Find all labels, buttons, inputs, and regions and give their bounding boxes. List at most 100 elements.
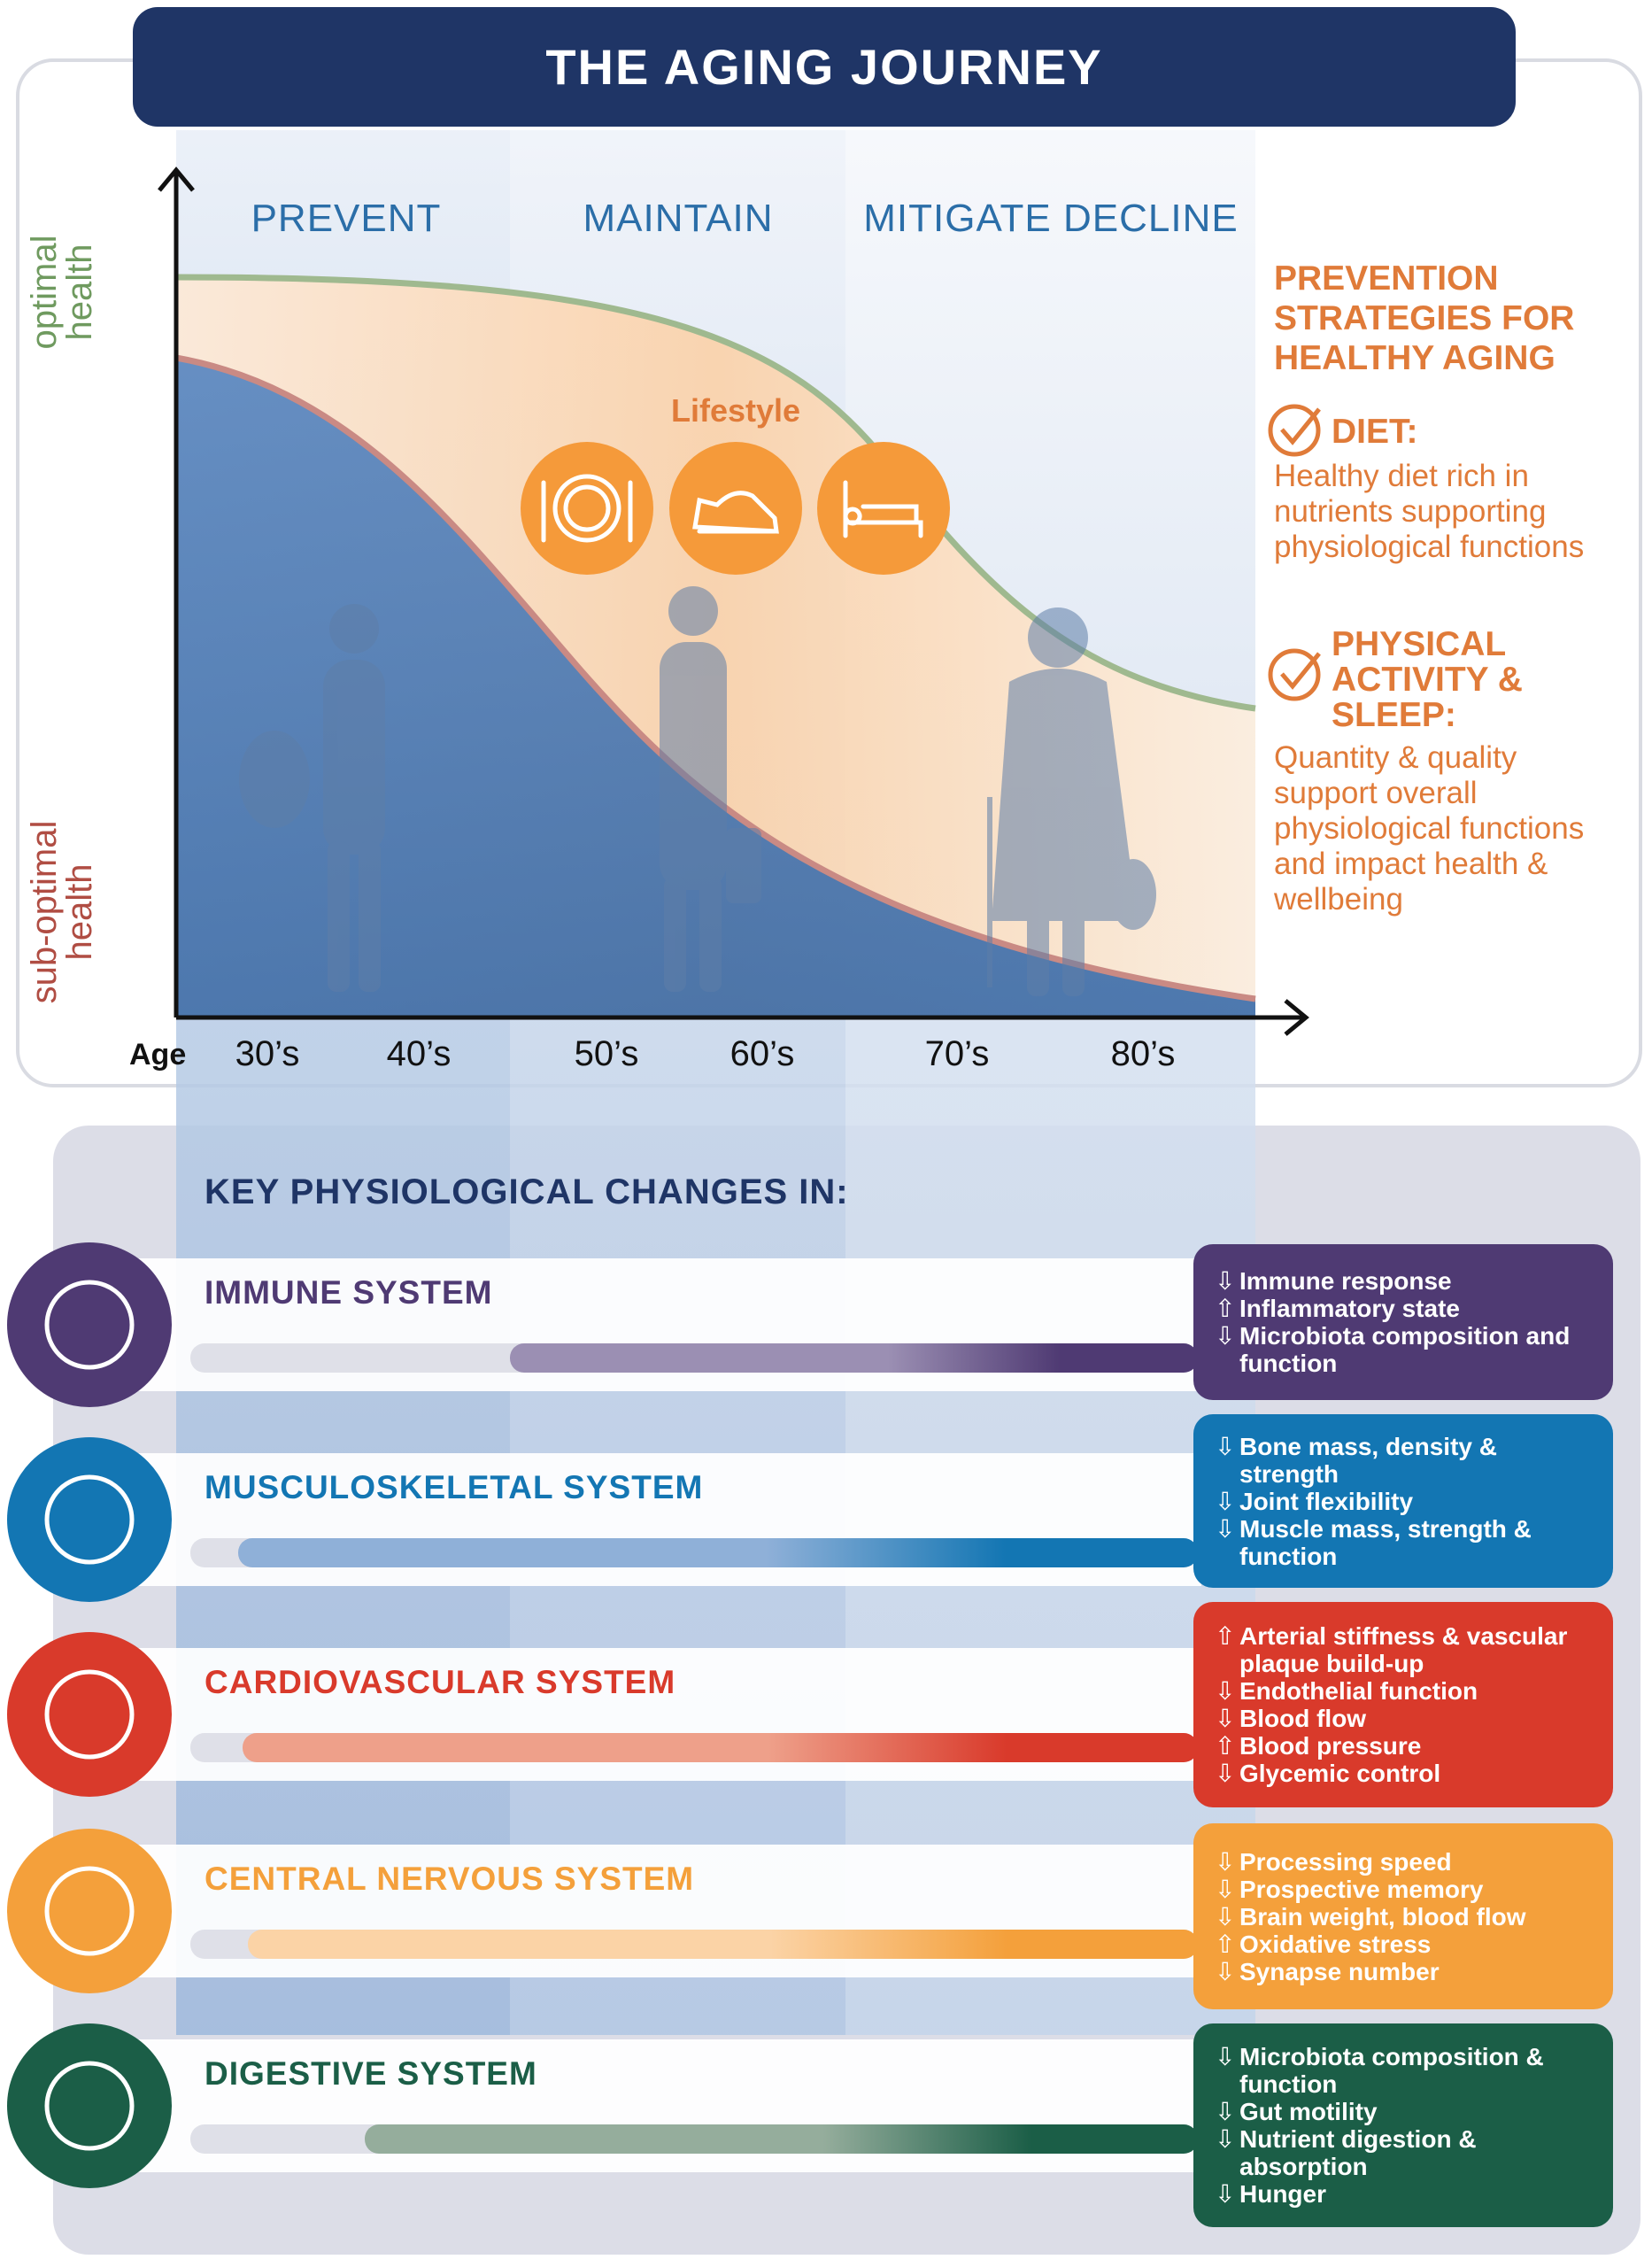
change-item: ⇩ Gut motility bbox=[1215, 2098, 1595, 2125]
system-icon-ring bbox=[44, 2061, 135, 2151]
change-arrow: ⇧ bbox=[1215, 1929, 1236, 1959]
x-tick-label: 80’s bbox=[1110, 1034, 1176, 1073]
system-name: IMMUNE SYSTEM bbox=[205, 1274, 493, 1311]
phase-label: PREVENT bbox=[251, 197, 442, 240]
system-changes: ⇩ Microbiota composition & function ⇩ Gut m… bbox=[1193, 2023, 1613, 2227]
change-text: Processing speed bbox=[1239, 1847, 1452, 1876]
title-bar bbox=[133, 7, 1516, 127]
progress-bar bbox=[510, 1343, 1198, 1373]
change-arrow: ⇩ bbox=[1215, 1846, 1236, 1876]
change-item: ⇧ Arterial stiffness & vascular plaque bu… bbox=[1215, 1622, 1595, 1677]
change-text: Brain weight, blood flow bbox=[1239, 1902, 1526, 1930]
change-text: Nutrient digestion & absorption bbox=[1239, 2125, 1477, 2180]
axes bbox=[158, 166, 1309, 1036]
change-item: ⇩ Endothelial function bbox=[1215, 1677, 1595, 1705]
system-icon bbox=[7, 1632, 172, 1797]
change-text: Muscle mass, strength & function bbox=[1239, 1514, 1532, 1570]
system-icon-ring bbox=[44, 1280, 135, 1370]
suboptimal-curve bbox=[175, 354, 1256, 1002]
change-item: ⇩ Blood flow bbox=[1215, 1705, 1595, 1732]
change-arrow: ⇧ bbox=[1215, 1731, 1236, 1760]
change-text: Joint flexibility bbox=[1239, 1487, 1414, 1515]
change-arrow: ⇩ bbox=[1215, 2042, 1236, 2071]
change-arrow: ⇩ bbox=[1215, 1759, 1236, 1788]
change-text: Arterial stiffness & vascular plaque bui… bbox=[1239, 1622, 1568, 1677]
change-arrow: ⇩ bbox=[1215, 1513, 1236, 1544]
change-arrow: ⇩ bbox=[1215, 1266, 1236, 1296]
x-axis-label: Age bbox=[129, 1038, 187, 1072]
change-item: ⇩ Muscle mass, strength & function bbox=[1215, 1515, 1595, 1570]
system-changes: ⇧ Arterial stiffness & vascular plaque bu… bbox=[1193, 1602, 1613, 1807]
change-text: Hunger bbox=[1239, 2180, 1326, 2208]
change-arrow: ⇩ bbox=[1215, 1874, 1236, 1904]
change-text: Microbiota composition & function bbox=[1239, 2043, 1544, 2098]
system-icon bbox=[7, 1242, 172, 1407]
system-icon-ring bbox=[44, 1866, 135, 1956]
decline-area bbox=[176, 358, 1255, 1017]
change-item: ⇩ Brain weight, blood flow bbox=[1215, 1903, 1595, 1930]
change-item: ⇩ Nutrient digestion & absorption bbox=[1215, 2125, 1595, 2180]
change-item: ⇩ Immune response bbox=[1215, 1267, 1595, 1295]
system-icon-ring bbox=[44, 1669, 135, 1760]
strategies-title: PREVENTION STRATEGIES FOR HEALTHY AGING bbox=[1274, 259, 1575, 377]
change-text: Bone mass, density & strength bbox=[1239, 1432, 1497, 1488]
change-text: Blood flow bbox=[1239, 1705, 1367, 1732]
check-icons bbox=[1268, 404, 1321, 701]
progress-bar bbox=[248, 1930, 1198, 1959]
silhouettes bbox=[239, 586, 1156, 996]
system-icon bbox=[7, 1829, 172, 1993]
phase-label: MITIGATE DECLINE bbox=[863, 197, 1239, 240]
x-tick-label: 30’s bbox=[235, 1034, 300, 1073]
optimal-curve bbox=[175, 274, 1256, 712]
strategy-title: PHYSICAL ACTIVITY & SLEEP: bbox=[1332, 625, 1523, 734]
lifestyle-icons bbox=[521, 442, 950, 575]
change-arrow: ⇩ bbox=[1215, 1956, 1236, 1986]
change-item: ⇩ Microbiota composition & function bbox=[1215, 2043, 1595, 2098]
change-item: ⇧ Oxidative stress bbox=[1215, 1930, 1595, 1958]
x-tick-label: 60’s bbox=[730, 1034, 795, 1073]
change-arrow: ⇩ bbox=[1215, 2124, 1236, 2154]
change-text: Gut motility bbox=[1239, 2098, 1378, 2125]
change-arrow: ⇩ bbox=[1215, 2179, 1236, 2209]
change-text: Prospective memory bbox=[1239, 1875, 1484, 1903]
x-tick-label: 50’s bbox=[574, 1034, 639, 1073]
change-item: ⇩ Hunger bbox=[1215, 2180, 1595, 2208]
strategy-text: Quantity & quality support overall physi… bbox=[1274, 740, 1585, 917]
lifestyle-label: Lifestyle bbox=[670, 392, 801, 429]
change-item: ⇩ Microbiota composition and function bbox=[1215, 1322, 1595, 1377]
change-item: ⇧ Blood pressure bbox=[1215, 1732, 1595, 1760]
change-text: Inflammatory state bbox=[1239, 1295, 1460, 1322]
change-arrow: ⇩ bbox=[1215, 2097, 1236, 2126]
change-text: Oxidative stress bbox=[1239, 1930, 1432, 1958]
change-text: Microbiota composition and function bbox=[1239, 1322, 1571, 1377]
change-arrow: ⇩ bbox=[1215, 1704, 1236, 1733]
system-name: DIGESTIVE SYSTEM bbox=[205, 2055, 537, 2092]
x-tick-label: 70’s bbox=[924, 1034, 990, 1073]
y-axis-top-label: optimal health bbox=[25, 235, 99, 350]
change-item: ⇩ Synapse number bbox=[1215, 1958, 1595, 1985]
change-arrow: ⇩ bbox=[1215, 1486, 1236, 1516]
change-arrow: ⇧ bbox=[1215, 1294, 1236, 1323]
y-axis-bottom-label: sub-optimal health bbox=[25, 820, 99, 1004]
progress-bar bbox=[238, 1538, 1198, 1567]
system-changes: ⇩ Bone mass, density & strength ⇩ Joint fle… bbox=[1193, 1414, 1613, 1588]
change-item: ⇩ Glycemic control bbox=[1215, 1760, 1595, 1787]
system-name: MUSCULOSKELETAL SYSTEM bbox=[205, 1469, 704, 1505]
change-item: ⇩ Prospective memory bbox=[1215, 1876, 1595, 1903]
x-tick-label: 40’s bbox=[386, 1034, 452, 1073]
system-icon bbox=[7, 2023, 172, 2188]
changes-title: KEY PHYSIOLOGICAL CHANGES IN: bbox=[205, 1172, 849, 1211]
change-text: Endothelial function bbox=[1239, 1677, 1478, 1705]
system-name: CENTRAL NERVOUS SYSTEM bbox=[205, 1861, 695, 1897]
change-text: Synapse number bbox=[1239, 1957, 1440, 1985]
change-item: ⇧ Inflammatory state bbox=[1215, 1295, 1595, 1322]
system-changes: ⇩ Immune response ⇧ Inflammatory state ⇩ Micr… bbox=[1193, 1244, 1613, 1400]
change-item: ⇩ Processing speed bbox=[1215, 1848, 1595, 1876]
change-arrow: ⇩ bbox=[1215, 1431, 1236, 1461]
change-text: Immune response bbox=[1239, 1267, 1452, 1295]
change-arrow: ⇩ bbox=[1215, 1901, 1236, 1931]
change-text: Blood pressure bbox=[1239, 1732, 1422, 1760]
system-name: CARDIOVASCULAR SYSTEM bbox=[205, 1664, 676, 1700]
change-arrow: ⇩ bbox=[1215, 1321, 1236, 1350]
